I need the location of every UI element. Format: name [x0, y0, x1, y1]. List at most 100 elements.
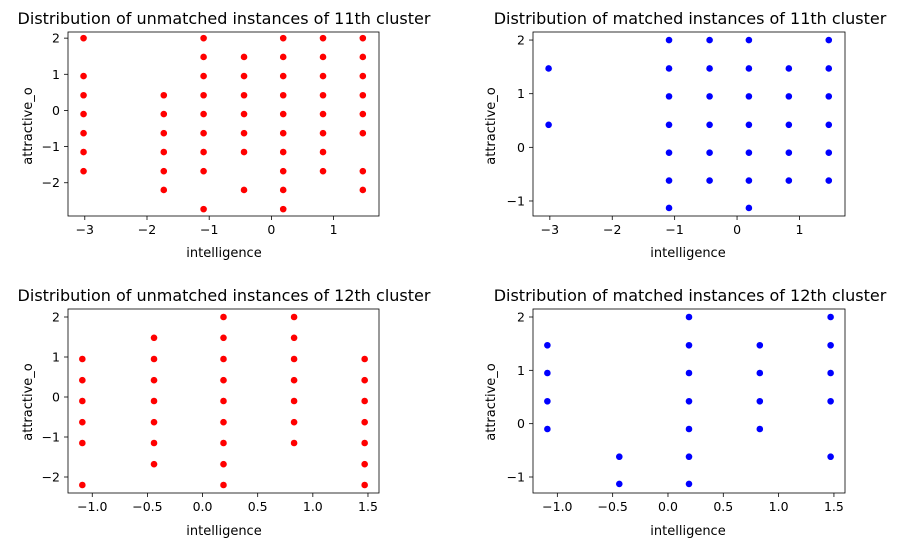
chart-2-ytick-label-2: 0 [52, 390, 60, 405]
chart-1-point-10 [705, 64, 714, 73]
chart-0-point-32 [279, 91, 288, 100]
chart-2-xtick-label-4: 1.0 [303, 499, 323, 514]
chart-0-point-13 [199, 34, 208, 43]
chart-2-point-28 [290, 439, 298, 447]
chart-2-point-30 [360, 376, 369, 385]
chart-2-point-0 [78, 355, 87, 363]
chart-0-point-34 [279, 129, 288, 138]
chart-2-point-26 [290, 397, 298, 405]
chart-0-point-37 [279, 186, 288, 194]
chart-3-point-4 [615, 452, 624, 461]
chart-3-xlabel: intelligence [650, 524, 725, 539]
chart-0-point-20 [199, 167, 208, 176]
chart-1-point-20 [745, 176, 753, 185]
chart-1-xlabel: intelligence [650, 246, 725, 261]
chart-0-point-18 [199, 129, 208, 138]
chart-0-point-16 [199, 91, 208, 100]
chart-0-point-44 [319, 129, 327, 138]
chart-2-ylabel: attractive_o [21, 363, 36, 441]
chart-0-xtick-label-4: 1 [330, 222, 338, 237]
chart-2-point-32 [360, 418, 369, 427]
chart-0-point-42 [319, 91, 327, 100]
chart-0-point-3 [79, 110, 88, 118]
chart-2-point-33 [360, 439, 369, 447]
chart-2-point-13 [219, 313, 228, 321]
chart-1-point-12 [705, 120, 714, 129]
chart-0-point-47 [358, 34, 367, 43]
chart-1-point-13 [705, 148, 714, 157]
chart-1-point-30 [824, 120, 833, 129]
chart-0-point-9 [159, 129, 168, 138]
chart-0-point-48 [358, 53, 367, 61]
chart-2-point-34 [360, 460, 369, 469]
chart-3-ylabel: attractive_o [484, 363, 499, 441]
chart-3-point-9 [685, 397, 693, 406]
chart-3-ytick-label-3: 2 [517, 310, 525, 325]
chart-1-point-15 [745, 36, 753, 44]
chart-2-point-12 [150, 460, 158, 469]
chart-0-point-50 [358, 91, 367, 100]
chart-2-point-8 [150, 376, 158, 385]
chart-1-ytick-label-2: 1 [517, 86, 525, 101]
chart-1-point-4 [665, 92, 673, 101]
chart-0-point-53 [358, 167, 367, 176]
chart-1-point-27 [824, 36, 833, 44]
chart-1-point-17 [745, 92, 753, 101]
chart-0-point-52 [358, 129, 367, 138]
chart-2-point-7 [150, 355, 158, 363]
chart-2-point-11 [150, 439, 158, 447]
chart-0-point-39 [319, 34, 327, 43]
chart-2-xtick-label-5: 1.5 [358, 499, 378, 514]
chart-0-ytick-label-1: −1 [42, 139, 60, 154]
chart-0-point-35 [279, 148, 288, 156]
chart-3-point-8 [685, 369, 693, 377]
chart-1-point-9 [705, 36, 714, 44]
chart-2-point-5 [78, 481, 87, 489]
chart-3-xtick-label-0: −1.0 [542, 499, 572, 514]
chart-1-point-32 [824, 176, 833, 185]
chart-2-point-18 [219, 418, 228, 427]
chart-3-frame [532, 308, 846, 494]
chart-0-xtick-label-2: −1 [200, 222, 218, 237]
chart-0-point-46 [319, 167, 327, 176]
chart-0-point-31 [279, 72, 288, 81]
chart-1-point-29 [824, 92, 833, 101]
chart-1-point-25 [784, 148, 793, 157]
chart-2-point-29 [360, 355, 369, 363]
chart-1-xtick-label-1: −2 [603, 222, 621, 237]
chart-0-point-4 [79, 129, 88, 138]
chart-1-point-21 [745, 204, 753, 212]
chart-0-title: Distribution of unmatched instances of 1… [18, 9, 431, 28]
chart-2-point-31 [360, 397, 369, 405]
chart-2-point-22 [290, 313, 298, 321]
chart-2-point-14 [219, 333, 228, 342]
chart-3-point-10 [685, 425, 693, 433]
chart-2-point-35 [360, 481, 369, 489]
chart-1-point-22 [784, 64, 793, 73]
chart-3-xtick-label-3: 0.5 [713, 499, 733, 514]
chart-2-title: Distribution of unmatched instances of 1… [18, 286, 431, 305]
chart-2-xtick-label-2: 0.0 [193, 499, 213, 514]
chart-0-xtick-label-0: −3 [76, 222, 94, 237]
chart-1-point-11 [705, 92, 714, 101]
chart-2-point-25 [290, 376, 298, 385]
chart-0-point-33 [279, 110, 288, 118]
chart-3-point-19 [826, 369, 835, 377]
chart-3-point-5 [615, 480, 624, 488]
chart-1-point-28 [824, 64, 833, 73]
chart-0-ytick-label-2: 0 [52, 103, 60, 118]
chart-3-xtick-label-1: −0.5 [597, 499, 627, 514]
chart-0-point-29 [279, 34, 288, 43]
chart-0-point-0 [79, 34, 88, 43]
chart-2-point-20 [219, 460, 228, 469]
chart-2-point-27 [290, 418, 298, 427]
chart-2-point-10 [150, 418, 158, 427]
chart-3-point-3 [543, 425, 552, 433]
chart-2-point-3 [78, 418, 87, 427]
chart-0-point-12 [159, 186, 168, 194]
chart-2-point-17 [219, 397, 228, 405]
chart-0-point-49 [358, 72, 367, 81]
chart-3-ytick-label-2: 1 [517, 363, 525, 378]
chart-panel-1: Distribution of matched instances of 11t… [484, 9, 887, 261]
